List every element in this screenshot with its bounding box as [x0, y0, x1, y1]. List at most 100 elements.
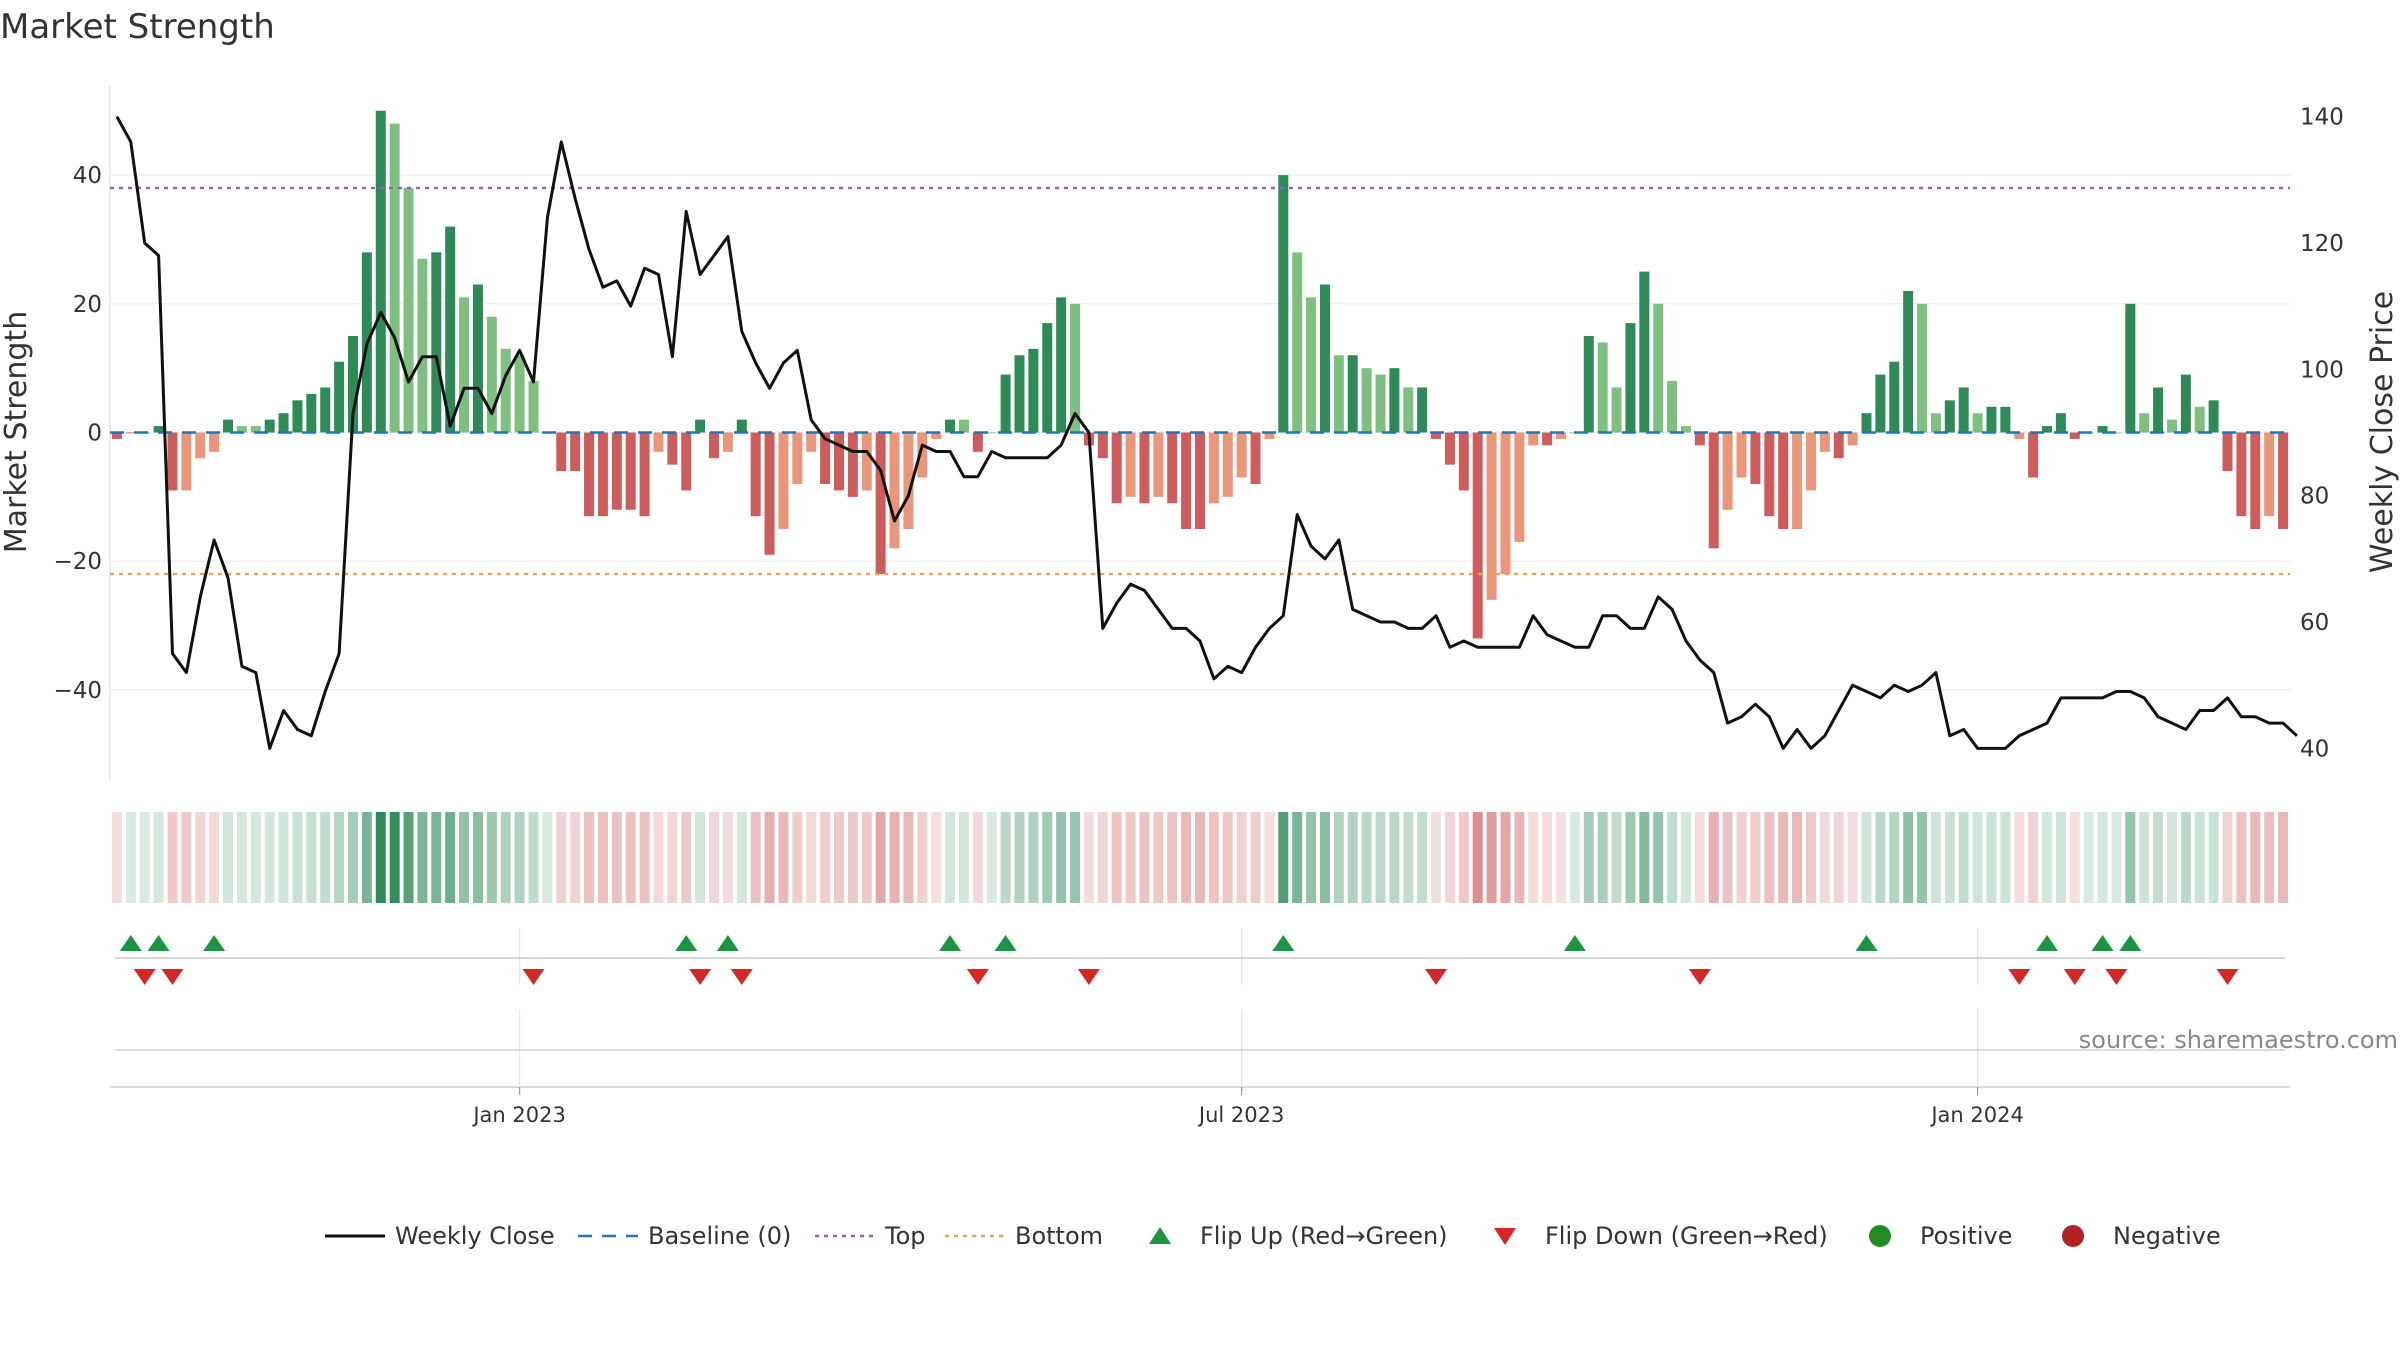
- strength-bar: [500, 348, 511, 433]
- heat-cell: [667, 812, 678, 903]
- strength-bar: [1597, 342, 1608, 433]
- flip-down-marker: [133, 969, 156, 985]
- strength-bar: [125, 432, 136, 434]
- heat-cell: [750, 812, 761, 903]
- heat-cell: [236, 812, 247, 903]
- strength-bar: [472, 284, 483, 433]
- strength-bar: [1875, 374, 1886, 433]
- heat-cell: [625, 812, 636, 903]
- legend-circle-icon: [1869, 1225, 1891, 1247]
- heat-cell: [181, 812, 192, 903]
- strength-bar: [1222, 432, 1233, 497]
- heat-cell: [958, 812, 969, 903]
- heat-cell: [2278, 812, 2289, 903]
- strength-bar: [1833, 432, 1844, 459]
- strength-bar: [750, 432, 761, 517]
- legend-label: Baseline (0): [648, 1222, 791, 1250]
- flip-down-marker: [1077, 969, 1100, 985]
- strength-bar: [1167, 432, 1178, 504]
- flip-down-marker: [689, 969, 712, 985]
- strength-bar: [1000, 374, 1011, 433]
- heat-cell: [139, 812, 150, 903]
- heat-cell: [1667, 812, 1678, 903]
- heat-cell: [1972, 812, 1983, 903]
- legend: Weekly Close Baseline (0) Top Bottom Flip Up…: [325, 1222, 2221, 1250]
- heat-cell: [1556, 812, 1567, 903]
- heat-cell: [445, 812, 456, 903]
- flip-up-marker: [2091, 935, 2114, 951]
- strength-bar: [459, 297, 470, 433]
- heat-cell: [681, 812, 692, 903]
- heat-cell: [861, 812, 872, 903]
- heat-cell: [1875, 812, 1886, 903]
- heat-cell: [847, 812, 858, 903]
- heat-cell: [875, 812, 886, 903]
- strength-bar: [389, 123, 400, 433]
- heat-cell: [1500, 812, 1511, 903]
- heat-cell: [459, 812, 470, 903]
- strength-bar: [1722, 432, 1733, 510]
- heat-cell: [1028, 812, 1039, 903]
- strength-bar: [334, 361, 345, 433]
- flip-up-marker: [119, 935, 142, 951]
- strength-bar: [2194, 406, 2205, 433]
- strength-bar: [2028, 432, 2039, 478]
- heat-cell: [764, 812, 775, 903]
- strength-bar: [2014, 432, 2025, 439]
- strength-bar: [1458, 432, 1469, 491]
- heat-cell: [1597, 812, 1608, 903]
- heat-cell: [1569, 812, 1580, 903]
- strength-bar: [1805, 432, 1816, 491]
- strength-bar: [1500, 432, 1511, 575]
- heat-cell: [375, 812, 386, 903]
- heat-cell: [1097, 812, 1108, 903]
- heat-cell: [320, 812, 331, 903]
- strength-bar: [2097, 426, 2108, 433]
- heat-cell: [1417, 812, 1428, 903]
- heat-cell: [945, 812, 956, 903]
- heat-cell: [1805, 812, 1816, 903]
- heat-cell: [1861, 812, 1872, 903]
- heat-cell: [736, 812, 747, 903]
- flip-up-marker: [1855, 935, 1878, 951]
- heat-cell: [209, 812, 220, 903]
- heat-cell: [972, 812, 983, 903]
- strength-bar: [1889, 361, 1900, 433]
- heat-cell: [1930, 812, 1941, 903]
- heat-cell: [1528, 812, 1539, 903]
- strength-bar: [1417, 387, 1428, 433]
- legend-label: Flip Down (Green→Red): [1545, 1222, 1828, 1250]
- strength-bar: [1680, 426, 1691, 433]
- flip-down-marker: [1688, 969, 1711, 985]
- heat-cell: [1292, 812, 1303, 903]
- strength-bar: [681, 432, 692, 491]
- strength-bar: [528, 381, 539, 433]
- legend-label: Flip Up (Red→Green): [1200, 1222, 1448, 1250]
- heat-cell: [917, 812, 928, 903]
- heat-cell: [2153, 812, 2164, 903]
- strength-bar: [1986, 406, 1997, 433]
- heat-cell: [1486, 812, 1497, 903]
- heat-cell: [2111, 812, 2122, 903]
- y-tick-label-left: 40: [73, 163, 102, 189]
- y-tick-label-right: 60: [2300, 610, 2329, 636]
- heat-cell: [264, 812, 275, 903]
- legend-label: Positive: [1920, 1222, 2013, 1250]
- heat-cell: [1347, 812, 1358, 903]
- strength-bar: [1736, 432, 1747, 478]
- heat-cell: [2264, 812, 2275, 903]
- strength-bar: [1347, 355, 1358, 433]
- strength-bar: [903, 432, 914, 530]
- heat-cell: [1167, 812, 1178, 903]
- strength-bar: [597, 432, 608, 517]
- strength-bar: [2139, 413, 2150, 433]
- y-tick-label-right: 120: [2300, 231, 2344, 257]
- heat-cell: [986, 812, 997, 903]
- strength-bar: [153, 426, 164, 433]
- strength-bar: [2042, 426, 2053, 433]
- strength-bar: [223, 419, 234, 433]
- strength-bar: [1556, 432, 1567, 439]
- strength-bar: [2166, 419, 2177, 433]
- strength-bar: [1917, 303, 1928, 433]
